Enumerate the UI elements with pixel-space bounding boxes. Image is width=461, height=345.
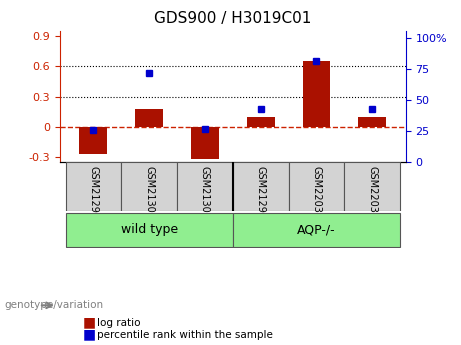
- Text: GSM21301: GSM21301: [200, 166, 210, 219]
- Text: GSM21299: GSM21299: [256, 166, 266, 219]
- FancyBboxPatch shape: [344, 162, 400, 211]
- Text: log ratio: log ratio: [97, 318, 140, 327]
- Text: GSM21298: GSM21298: [89, 166, 98, 219]
- Text: GSM21300: GSM21300: [144, 166, 154, 219]
- FancyBboxPatch shape: [233, 213, 400, 247]
- Text: GSM22033: GSM22033: [312, 166, 321, 219]
- Text: GSM22034: GSM22034: [367, 166, 377, 219]
- FancyBboxPatch shape: [177, 162, 233, 211]
- Text: ■: ■: [83, 328, 96, 342]
- Title: GDS900 / H3019C01: GDS900 / H3019C01: [154, 11, 312, 26]
- Text: genotype/variation: genotype/variation: [5, 300, 104, 310]
- Text: percentile rank within the sample: percentile rank within the sample: [97, 330, 273, 339]
- Bar: [79, 127, 107, 154]
- FancyBboxPatch shape: [233, 162, 289, 211]
- Bar: [302, 61, 331, 127]
- Bar: [247, 117, 275, 127]
- Bar: [191, 127, 219, 159]
- Text: wild type: wild type: [121, 224, 178, 236]
- Text: ■: ■: [83, 316, 96, 329]
- FancyBboxPatch shape: [65, 213, 233, 247]
- FancyBboxPatch shape: [121, 162, 177, 211]
- Bar: [358, 117, 386, 127]
- Bar: [135, 109, 163, 127]
- FancyBboxPatch shape: [65, 162, 121, 211]
- FancyBboxPatch shape: [289, 162, 344, 211]
- Text: AQP-/-: AQP-/-: [297, 224, 336, 236]
